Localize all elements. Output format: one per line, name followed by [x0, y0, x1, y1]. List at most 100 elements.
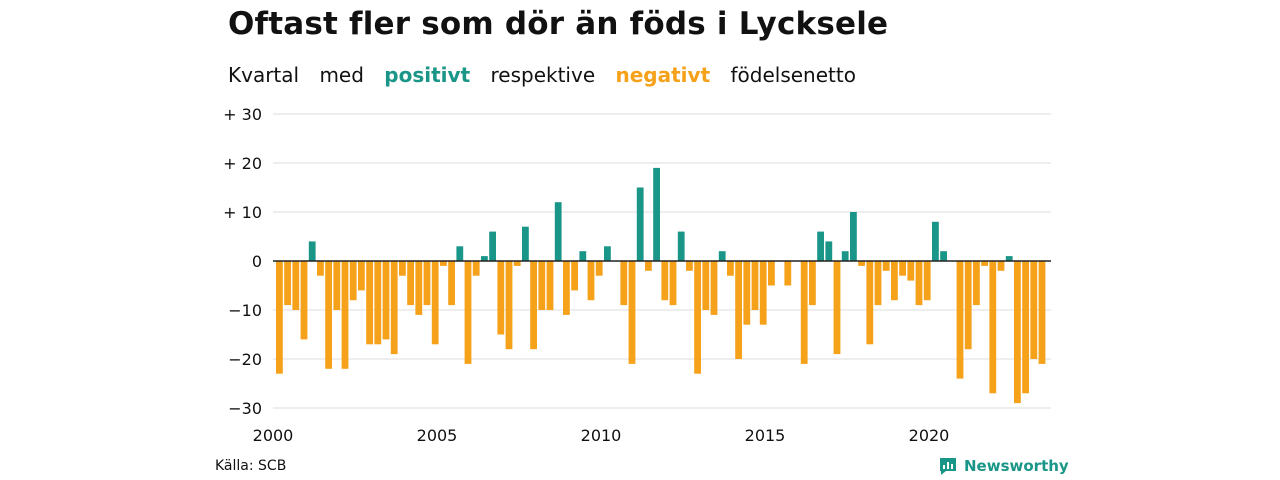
bar — [497, 261, 505, 335]
bar — [292, 261, 300, 310]
subtitle-word: respektive — [490, 63, 596, 87]
bar — [1030, 261, 1038, 359]
bar — [899, 261, 906, 276]
bar — [456, 246, 464, 261]
x-tick-label: 2000 — [253, 426, 294, 445]
bar — [571, 261, 578, 291]
newsworthy-logo-icon — [940, 458, 956, 475]
bar — [604, 246, 611, 261]
bar — [1038, 261, 1046, 364]
bar — [399, 261, 406, 276]
subtitle-negative-label: negativt — [615, 63, 711, 87]
bar — [423, 261, 431, 306]
x-tick-label: 2010 — [581, 426, 622, 445]
bar — [349, 261, 357, 301]
bar — [489, 231, 496, 261]
bar — [513, 261, 521, 266]
bar — [817, 231, 824, 261]
bar — [932, 221, 939, 261]
bar — [358, 261, 365, 291]
bar — [530, 261, 537, 350]
bar — [407, 261, 414, 306]
bar — [620, 261, 628, 306]
bar — [390, 261, 398, 355]
bar — [1014, 261, 1021, 404]
bar — [940, 251, 947, 261]
bar — [308, 241, 316, 261]
y-tick-label: + 20 — [223, 154, 262, 173]
bar — [636, 187, 644, 261]
bar — [431, 261, 439, 345]
bar — [677, 231, 685, 261]
bar — [669, 261, 677, 306]
bar — [768, 261, 775, 286]
y-tick-label: 0 — [252, 252, 262, 271]
y-tick-label: + 10 — [223, 203, 262, 222]
bar — [440, 261, 447, 266]
y-tick-label: + 30 — [223, 105, 262, 124]
bar — [563, 261, 570, 315]
bar — [661, 261, 669, 301]
bar — [702, 261, 710, 310]
bar — [579, 251, 587, 261]
y-tick-label: −30 — [228, 399, 262, 418]
source-label: Källa: SCB — [215, 458, 287, 474]
bar — [718, 251, 726, 261]
bar — [727, 261, 734, 276]
bar — [481, 256, 488, 261]
bar — [809, 261, 816, 306]
subtitle-word: födelsenetto — [730, 63, 856, 87]
bar — [981, 261, 988, 266]
bar — [800, 261, 808, 364]
bar — [874, 261, 882, 306]
bar — [858, 261, 865, 266]
subtitle-word: Kvartal — [228, 63, 300, 87]
bar — [989, 261, 997, 394]
bar — [1022, 261, 1029, 394]
bar — [964, 261, 972, 350]
y-tick-label: −20 — [228, 350, 262, 369]
bar — [366, 261, 373, 345]
bar — [374, 261, 382, 345]
bar — [415, 261, 423, 315]
bar — [448, 261, 455, 306]
subtitle-positive-label: positivt — [384, 63, 471, 87]
bar — [973, 261, 980, 306]
bar — [997, 261, 1005, 271]
chart-subtitle: Kvartal med positivt respektive negativt… — [228, 63, 870, 87]
bar — [907, 261, 915, 281]
bar — [333, 261, 341, 310]
y-tick-label: −10 — [228, 301, 262, 320]
bar — [833, 261, 841, 355]
bar — [784, 261, 792, 286]
bar — [317, 261, 324, 276]
bar — [710, 261, 718, 315]
chart-title: Oftast fler som dör än föds i Lycksele — [228, 6, 889, 42]
bar — [645, 261, 652, 271]
bar — [554, 202, 562, 261]
bar — [751, 261, 759, 310]
newsworthy-brand: Newsworthy — [938, 456, 1069, 476]
bar — [595, 261, 603, 276]
bar — [325, 261, 332, 369]
bar — [653, 167, 660, 261]
bar — [505, 261, 513, 350]
brand-name: Newsworthy — [964, 457, 1069, 475]
bar — [464, 261, 472, 364]
bar — [472, 261, 480, 276]
bar — [923, 261, 931, 301]
bar — [825, 241, 833, 261]
bar — [1005, 256, 1013, 261]
bar — [915, 261, 923, 306]
bar — [866, 261, 874, 345]
bar — [850, 212, 857, 261]
bar — [882, 261, 890, 271]
x-tick-label: 2015 — [745, 426, 786, 445]
bar — [276, 261, 283, 374]
bar — [759, 261, 767, 325]
x-tick-label: 2005 — [417, 426, 458, 445]
bar — [891, 261, 898, 301]
bar — [735, 261, 742, 359]
bar — [587, 261, 595, 301]
